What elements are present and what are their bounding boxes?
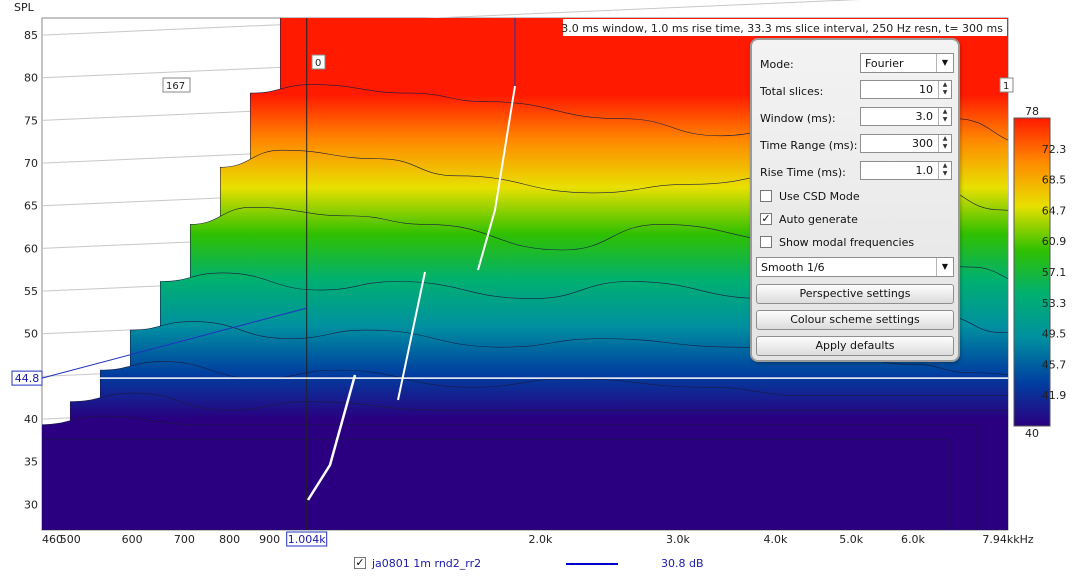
x-tick-label: 6.0k — [901, 533, 925, 546]
colorbar-tick-label: 72.3 — [1042, 143, 1067, 156]
use-csd-label: Use CSD Mode — [779, 190, 860, 203]
depth-label: 167 — [166, 81, 185, 92]
y-tick-label: 70 — [24, 157, 38, 170]
total-slices-label: Total slices: — [760, 85, 824, 98]
slice-300ms — [42, 438, 949, 530]
auto-generate-checkbox[interactable]: ✓ — [760, 213, 772, 225]
show-modal-checkbox[interactable] — [760, 236, 772, 248]
auto-generate-label: Auto generate — [779, 213, 858, 226]
depth-label: 1 — [1003, 81, 1009, 92]
depth-label-box — [162, 77, 191, 93]
y-tick-label: 50 — [24, 328, 38, 341]
colorbar-tick-label: 49.5 — [1042, 328, 1067, 341]
x-tick-label: 900 — [259, 533, 280, 546]
colorbar-tick-label: 64.7 — [1042, 204, 1067, 217]
colorbar-tick-label: 53.3 — [1042, 297, 1067, 310]
colorbar-tick-label: 68.5 — [1042, 174, 1067, 187]
colorbar-tick-label: 57.1 — [1042, 266, 1067, 279]
time-range-spinner[interactable]: ▲ ▼ — [938, 135, 951, 152]
colorbar-tick-label: 60.9 — [1042, 235, 1067, 248]
window-spinner[interactable]: ▲ ▼ — [938, 108, 951, 125]
legend-series-name[interactable]: ja0801 1m rnd2_rr2 — [372, 557, 482, 570]
colorbar-tick-label: 45.7 — [1042, 358, 1067, 371]
x-tick-label: 600 — [122, 533, 143, 546]
depth-label-box — [311, 54, 326, 70]
rise-time-label: Rise Time (ms): — [760, 166, 846, 179]
checkmark-icon: ✓ — [355, 556, 365, 569]
total-slices-spinner[interactable]: ▲ ▼ — [938, 81, 951, 98]
total-slices-value: 10 — [919, 83, 933, 96]
checkmark-icon: ✓ — [761, 212, 771, 225]
x-tick-label: 2.0k — [528, 533, 552, 546]
mode-value: Fourier — [865, 57, 904, 70]
colorbar-ticks: 78 72.3 68.5 64.7 60.9 57.1 53.3 49.5 45.7 41.9 40 — [1025, 105, 1066, 440]
y-tick-label: 60 — [24, 242, 38, 255]
y-tick-label: 35 — [24, 456, 38, 469]
cursor-y-readout: 44.8 — [15, 372, 40, 385]
y-tick-label: 40 — [24, 413, 38, 426]
y-tick-label: 80 — [24, 72, 38, 85]
legend-series-line — [566, 563, 618, 565]
rise-time-input[interactable]: 1.0 ▲ ▼ — [860, 161, 952, 180]
x-tick-label: 5.0k — [839, 533, 863, 546]
total-slices-input[interactable]: 10 ▲ ▼ — [860, 80, 952, 99]
modal-trace — [397, 271, 426, 401]
colorbar-tick-label: 40 — [1025, 427, 1039, 440]
time-range-value: 300 — [912, 137, 933, 150]
x-tick-label: 3.0k — [666, 533, 690, 546]
x-tick-label: 500 — [60, 533, 81, 546]
y-axis-label: SPL — [14, 1, 35, 14]
colorbar — [1013, 117, 1051, 427]
x-tick-label: 7.94kkHz — [982, 533, 1034, 546]
chevron-down-icon[interactable]: ▼ — [936, 54, 953, 72]
window-value: 3.0 — [915, 110, 934, 123]
y-tick-label: 75 — [24, 114, 38, 127]
depth-label-box — [999, 77, 1014, 93]
colorbar-tick-label: 78 — [1025, 105, 1039, 118]
x-tick-label: 460 — [42, 533, 63, 546]
legend-series-value: 30.8 dB — [661, 557, 704, 570]
perspective-settings-button[interactable]: Perspective settings — [756, 284, 954, 304]
waterfall-controls-panel: Mode: Fourier ▼ Total slices: 10 ▲ ▼ Wind… — [750, 38, 960, 362]
chart-legend: ✓ ja0801 1m rnd2_rr2 30.8 dB — [0, 552, 1084, 576]
x-tick-label: 700 — [174, 533, 195, 546]
chart-title: 3.0 ms window, 1.0 ms rise time, 33.3 ms… — [561, 22, 1003, 35]
use-csd-checkbox[interactable] — [760, 190, 772, 202]
y-tick-label: 55 — [24, 285, 38, 298]
x-tick-label: 800 — [219, 533, 240, 546]
cursor-perspective-line — [41, 307, 307, 379]
mode-select[interactable]: Fourier ▼ — [860, 53, 954, 73]
window-label: Window (ms): — [760, 112, 836, 125]
time-range-label: Time Range (ms): — [760, 139, 858, 152]
y-tick-label: 85 — [24, 29, 38, 42]
apply-defaults-button[interactable]: Apply defaults — [756, 336, 954, 356]
cursor-x-readout: 1.004k — [288, 533, 326, 546]
modal-trace — [477, 85, 516, 271]
grid-line — [41, 0, 861, 36]
rise-time-spinner[interactable]: ▲ ▼ — [938, 162, 951, 179]
colorbar-tick-label: 41.9 — [1042, 389, 1067, 402]
legend-series-checkbox[interactable]: ✓ — [354, 557, 366, 569]
window-input[interactable]: 3.0 ▲ ▼ — [860, 107, 952, 126]
smoothing-value: Smooth 1/6 — [761, 261, 825, 274]
time-range-input[interactable]: 300 ▲ ▼ — [860, 134, 952, 153]
y-tick-label: 65 — [24, 200, 38, 213]
chart-title-box — [563, 19, 1007, 36]
y-axis: 303540455055606570758085SPL — [14, 1, 38, 511]
mode-label: Mode: — [760, 58, 794, 71]
y-tick-label: 30 — [24, 498, 38, 511]
cursor-y-readout-box — [11, 370, 43, 386]
modal-trace — [306, 374, 357, 501]
x-tick-label: 4.0k — [764, 533, 788, 546]
rise-time-value: 1.0 — [915, 164, 934, 177]
cursor-x-readout-box — [286, 531, 328, 547]
depth-label: 0 — [315, 58, 321, 69]
chevron-down-icon[interactable]: ▼ — [936, 258, 953, 276]
show-modal-label: Show modal frequencies — [779, 236, 915, 249]
colour-scheme-settings-button[interactable]: Colour scheme settings — [756, 310, 954, 330]
smoothing-select[interactable]: Smooth 1/6 ▼ — [756, 257, 954, 277]
